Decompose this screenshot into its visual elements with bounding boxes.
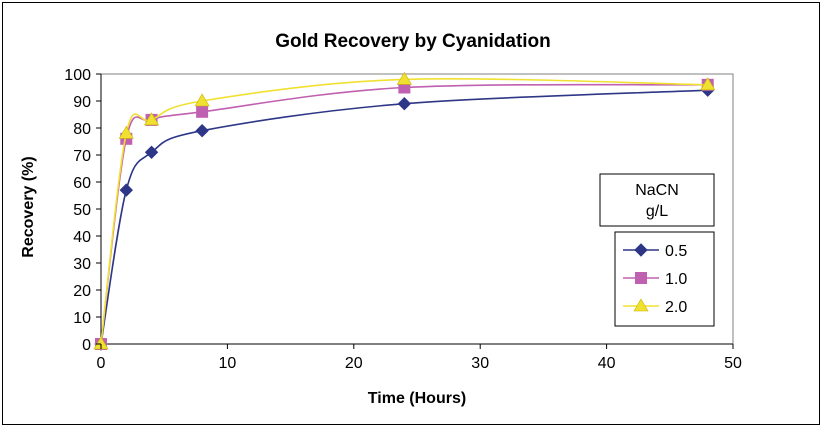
data-point — [144, 112, 160, 126]
y-tick-label: 90 — [73, 94, 91, 111]
legend-marker — [633, 298, 649, 312]
x-tick-label: 20 — [345, 355, 363, 372]
data-point — [397, 96, 412, 111]
data-point — [118, 125, 134, 139]
data-point — [195, 123, 209, 138]
x-tick-label: 50 — [724, 355, 742, 372]
x-axis-title: Time (Hours) — [368, 390, 466, 407]
legend-label: 2.0 — [665, 299, 687, 316]
y-tick-label: 0 — [82, 337, 91, 354]
y-axis-title: Recovery (%) — [20, 156, 37, 257]
x-tick-label: 0 — [97, 355, 106, 372]
legend-entry: 1.0 — [623, 271, 687, 288]
y-tick-label: 40 — [73, 229, 91, 246]
series-line — [100, 78, 708, 345]
legend-marker — [635, 272, 647, 284]
y-axis-ticks: 0 10 20 30 40 50 60 70 80 90 100 — [64, 67, 101, 354]
chart-frame: Gold Recovery by Cyanidation 0 10 20 30 40 50… — [2, 2, 820, 425]
data-point — [396, 71, 412, 85]
y-tick-label: 20 — [73, 283, 91, 300]
y-tick-label: 10 — [73, 310, 91, 327]
legend-entry: 2.0 — [623, 298, 687, 316]
series-2-0 — [93, 71, 716, 350]
legend-label: 0.5 — [665, 243, 687, 260]
legend-entry: 0.5 — [623, 243, 687, 260]
x-tick-label: 40 — [598, 355, 616, 372]
legend-label: 1.0 — [665, 271, 687, 288]
series-0-5 — [94, 83, 715, 351]
y-tick-label: 100 — [64, 67, 91, 84]
chart-svg: Gold Recovery by Cyanidation 0 10 20 30 40 50… — [20, 31, 742, 407]
x-tick-label: 10 — [219, 355, 237, 372]
y-tick-label: 30 — [73, 256, 91, 273]
y-tick-label: 80 — [73, 121, 91, 138]
data-point — [194, 93, 210, 107]
x-tick-label: 30 — [471, 355, 489, 372]
x-axis-ticks: 0 10 20 30 40 50 — [97, 344, 742, 372]
legend-title-line-2: g/L — [646, 203, 668, 220]
y-tick-label: 70 — [73, 148, 91, 165]
legend-marker — [634, 243, 648, 257]
legend-box — [614, 231, 715, 327]
legend-title-line-1: NaCN — [635, 182, 679, 199]
data-point — [196, 105, 209, 118]
y-tick-label: 60 — [73, 175, 91, 192]
data-point — [700, 77, 716, 91]
legend: 0.5 1.0 2.0 — [614, 231, 715, 327]
data-point — [119, 183, 133, 197]
y-tick-label: 50 — [73, 202, 91, 219]
chart-title: Gold Recovery by Cyanidation — [275, 31, 551, 52]
data-point — [144, 145, 159, 160]
legend-title-box: NaCN g/L — [599, 173, 715, 227]
